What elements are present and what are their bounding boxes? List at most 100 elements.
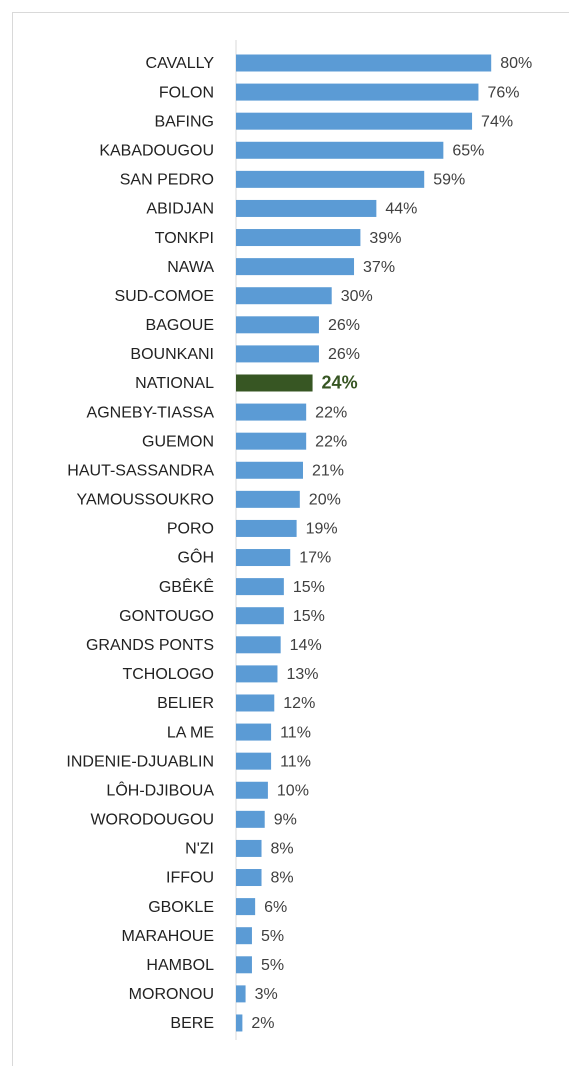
bar: [236, 199, 377, 217]
category-label: TONKPI: [155, 230, 214, 247]
category-label: NAWA: [167, 259, 214, 276]
value-label: 8%: [271, 870, 294, 887]
category-label: MORONOU: [129, 986, 214, 1003]
category-label: HAMBOL: [146, 957, 214, 974]
value-label: 39%: [369, 230, 401, 247]
value-label: 15%: [293, 608, 325, 625]
category-label: N'ZI: [185, 841, 214, 858]
value-label: 15%: [293, 579, 325, 596]
category-label: BELIER: [157, 695, 214, 712]
value-label: 65%: [452, 142, 484, 159]
category-label: GBOKLE: [148, 899, 214, 916]
category-label: LÔH-DJIBOUA: [106, 780, 214, 799]
bar: [236, 985, 246, 1003]
bar: [236, 607, 284, 625]
bar: [236, 810, 265, 828]
category-label: PORO: [167, 521, 214, 538]
category-label: BAFING: [154, 113, 214, 130]
value-label: 10%: [277, 782, 309, 799]
bar: [236, 549, 291, 567]
chart-frame: [12, 12, 569, 1066]
value-label: 21%: [312, 462, 344, 479]
category-label: GRANDS PONTS: [86, 637, 214, 654]
value-label: 26%: [328, 346, 360, 363]
value-label: 22%: [315, 433, 347, 450]
value-label: 24%: [322, 373, 358, 393]
category-label: NATIONAL: [135, 375, 214, 392]
value-label: 12%: [283, 695, 315, 712]
value-label: 5%: [261, 928, 284, 945]
category-label: BOUNKANI: [130, 346, 214, 363]
value-label: 44%: [385, 201, 417, 218]
value-label: 37%: [363, 259, 395, 276]
bar: [236, 519, 297, 537]
bar: [236, 287, 332, 305]
category-label: FOLON: [159, 84, 214, 101]
category-label: WORODOUGOU: [90, 812, 214, 829]
category-label: TCHOLOGO: [122, 666, 214, 683]
category-label: HAUT-SASSANDRA: [67, 462, 214, 479]
category-label: IFFOU: [166, 870, 214, 887]
value-label: 5%: [261, 957, 284, 974]
value-label: 26%: [328, 317, 360, 334]
bar: [236, 54, 492, 72]
bar: [236, 839, 262, 857]
bar: [236, 694, 275, 712]
bar: [236, 898, 256, 916]
bar: [236, 229, 361, 247]
bar: [236, 258, 355, 276]
bar: [236, 723, 272, 741]
value-label: 8%: [271, 841, 294, 858]
value-label: 6%: [264, 899, 287, 916]
bar: [236, 170, 425, 188]
value-label: 80%: [500, 55, 532, 72]
category-label: INDENIE-DJUABLIN: [66, 753, 214, 770]
category-label: MARAHOUE: [122, 928, 214, 945]
category-label: GUEMON: [142, 433, 214, 450]
category-label: CAVALLY: [146, 55, 215, 72]
category-label: LA ME: [167, 724, 214, 741]
category-label: GONTOUGO: [119, 608, 214, 625]
bar: [236, 578, 284, 596]
bar: [236, 141, 444, 159]
value-label: 2%: [251, 1015, 274, 1032]
bar: [236, 665, 278, 683]
bar: [236, 374, 313, 392]
bar: [236, 956, 252, 974]
category-label: BAGOUE: [146, 317, 214, 334]
bar: [236, 316, 319, 334]
category-label: SUD-COMOE: [114, 288, 214, 305]
value-label: 13%: [286, 666, 318, 683]
value-label: 17%: [299, 550, 331, 567]
bar: [236, 1014, 243, 1032]
category-label: KABADOUGOU: [99, 142, 214, 159]
bar: [236, 752, 272, 770]
bar: [236, 403, 307, 421]
value-label: 22%: [315, 404, 347, 421]
category-label: YAMOUSSOUKRO: [77, 492, 215, 509]
bar: [236, 781, 268, 799]
category-label: AGNEBY-TIASSA: [87, 404, 215, 421]
value-label: 30%: [341, 288, 373, 305]
category-label: GÔH: [178, 548, 214, 567]
bar: [236, 345, 319, 363]
value-label: 76%: [487, 84, 519, 101]
bar: [236, 927, 252, 945]
bar: [236, 112, 473, 130]
bar: [236, 83, 479, 101]
category-label: ABIDJAN: [146, 201, 214, 218]
value-label: 9%: [274, 812, 297, 829]
category-label: SAN PEDRO: [120, 172, 214, 189]
bar: [236, 636, 281, 654]
value-label: 3%: [255, 986, 278, 1003]
value-label: 74%: [481, 113, 513, 130]
value-label: 20%: [309, 492, 341, 509]
value-label: 14%: [290, 637, 322, 654]
value-label: 11%: [280, 753, 311, 770]
bar: [236, 869, 262, 887]
value-label: 19%: [306, 521, 338, 538]
value-label: 59%: [433, 172, 465, 189]
bar: [236, 432, 307, 450]
bar: [236, 461, 303, 479]
